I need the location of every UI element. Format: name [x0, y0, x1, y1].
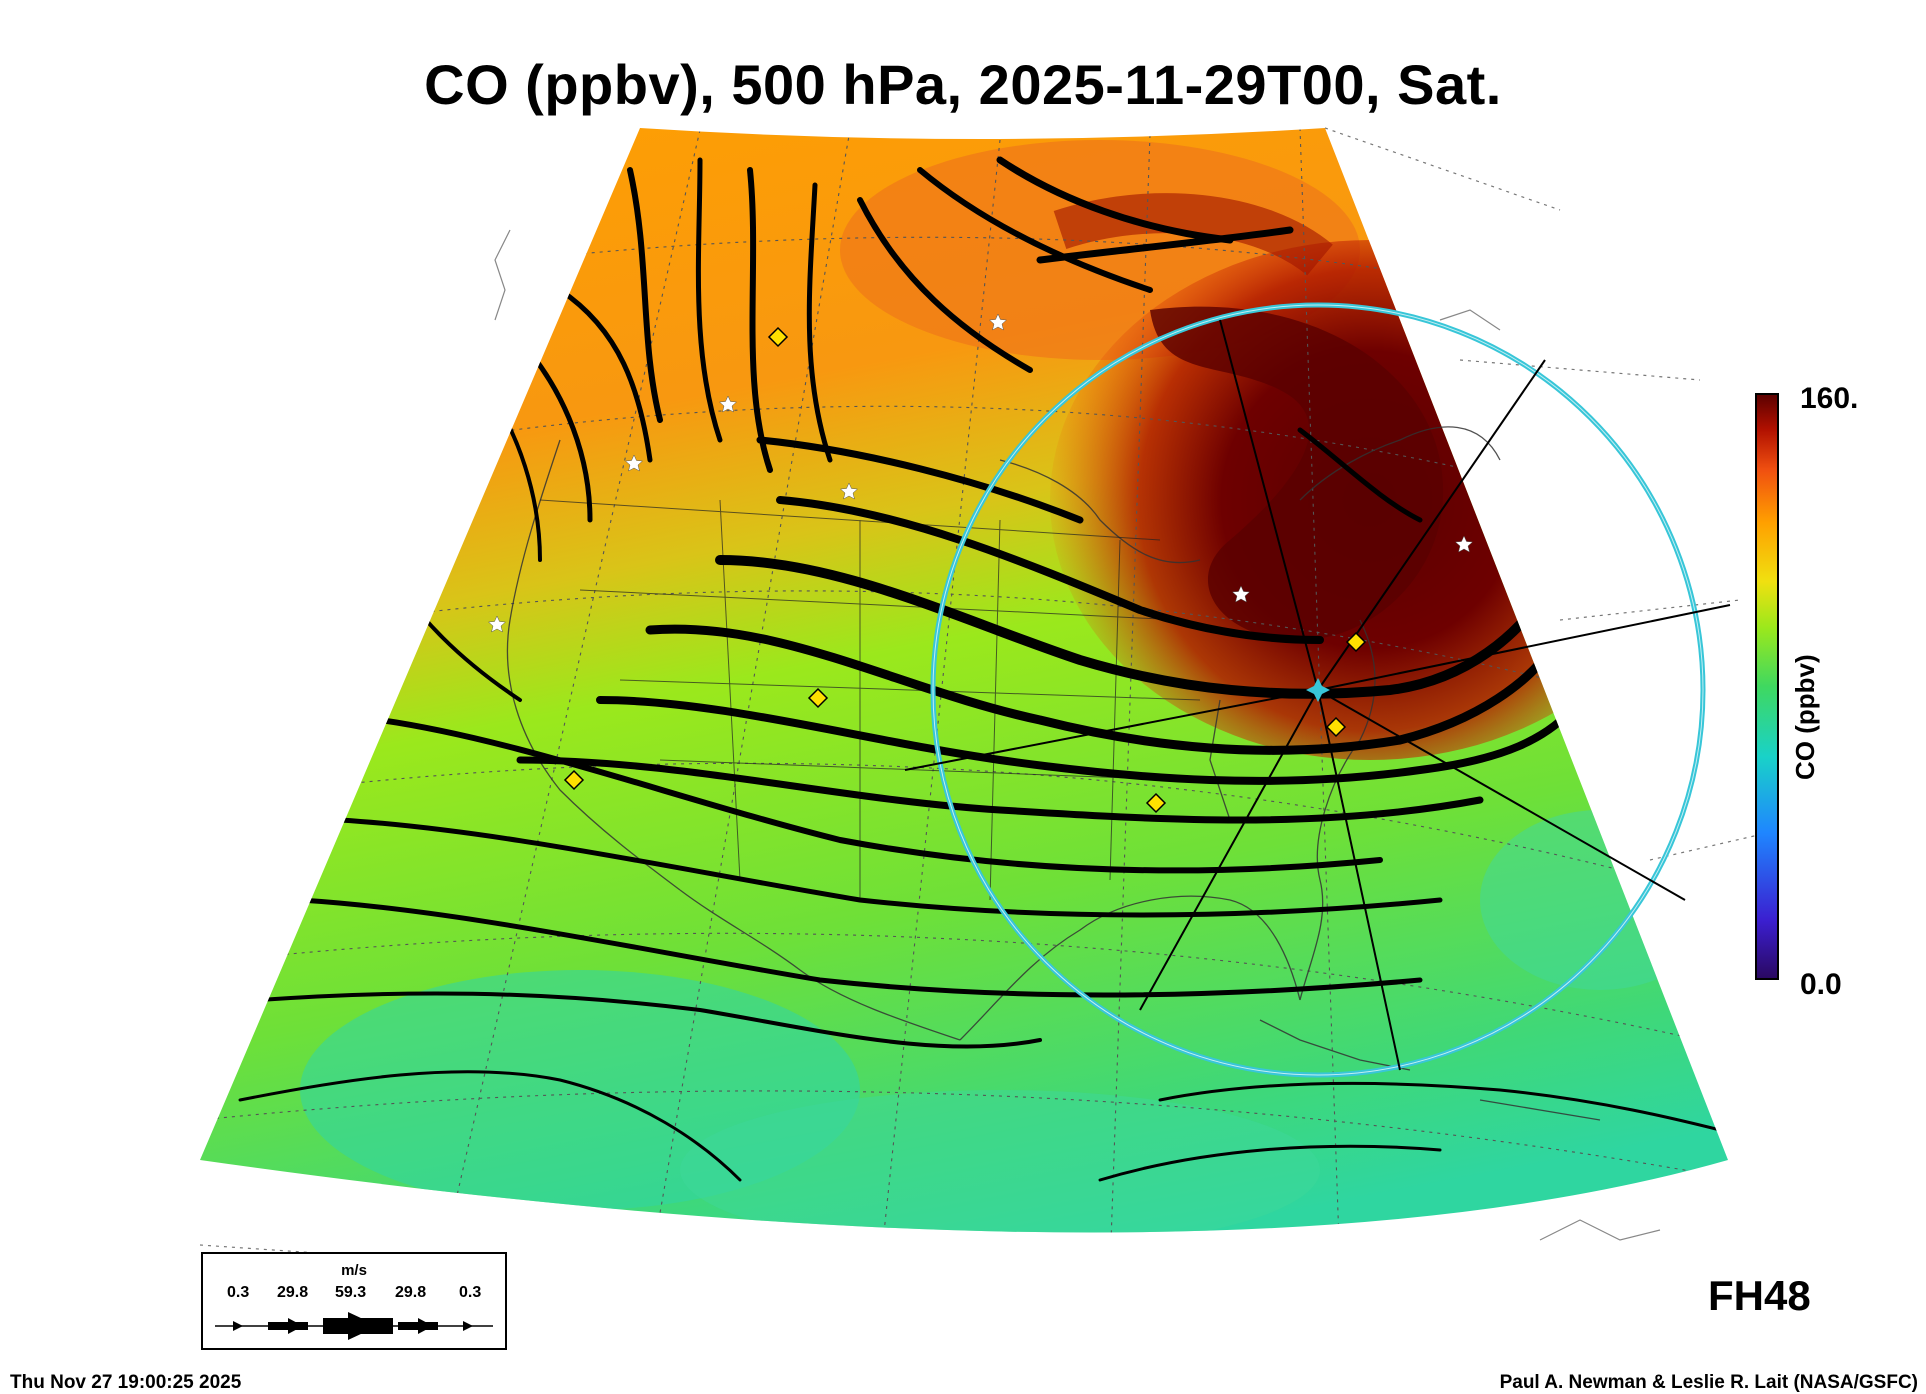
station-stars: [487, 313, 1474, 633]
footer-timestamp: Thu Nov 27 19:00:25 2025: [10, 1372, 242, 1393]
colorbar-min-label: 0.0: [1800, 968, 1842, 1001]
wind-legend-unit: m/s: [341, 1262, 367, 1279]
wind-legend-value: 0.3: [459, 1284, 482, 1301]
footer-credit: Paul A. Newman & Leslie R. Lait (NASA/GS…: [1499, 1372, 1918, 1393]
lat-lon-grid: [200, 128, 1728, 1233]
wind-legend-arrows: [215, 1312, 493, 1340]
wind-streamlines: [238, 156, 1722, 1182]
wind-speed-legend: m/s 0.3 29.8 59.3 29.8 0.3: [201, 1252, 507, 1350]
outer-grid: [199, 127, 1781, 1261]
wind-legend-value: 0.3: [227, 1284, 250, 1301]
center-marker: [1306, 678, 1330, 702]
wind-legend-value: 29.8: [395, 1284, 427, 1301]
outside-coastlines: [494, 229, 1661, 1241]
colorbar-max-label: 160.: [1800, 382, 1859, 415]
flight-track-lines: [904, 319, 1731, 1071]
wind-legend-value: 29.8: [277, 1284, 309, 1301]
colorbar-axis-label: CO (ppbv): [1790, 654, 1820, 780]
forecast-hour-label: FH48: [1708, 1272, 1811, 1319]
chart-title: CO (ppbv), 500 hPa, 2025-11-29T00, Sat.: [424, 53, 1502, 116]
coastlines: [506, 426, 1601, 1121]
wind-legend-value: 59.3: [335, 1284, 367, 1301]
colorbar: [1755, 393, 1779, 980]
site-diamonds: [563, 326, 1367, 814]
